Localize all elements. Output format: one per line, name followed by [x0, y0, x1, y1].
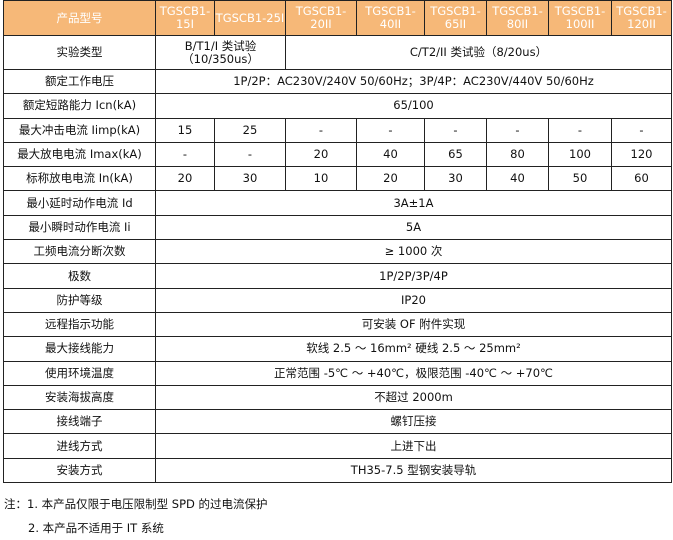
cell: -: [356, 117, 425, 143]
cell: 20: [356, 166, 425, 192]
cell: IP20: [155, 287, 672, 313]
model-header: TGSCB1-20II: [285, 0, 357, 36]
row-label: 额定短路能力 Icn(kA): [3, 93, 156, 119]
cell: -: [611, 117, 672, 143]
row-label: 最小延时动作电流 Id: [3, 190, 156, 216]
table-row: 最大接线能力 软线 2.5 ～ 16mm² 硬线 2.5 ～ 25mm²: [3, 336, 672, 362]
cell: 30: [424, 166, 487, 192]
row-label: 最小瞬时动作电流 Ii: [3, 214, 156, 241]
row-label: 使用环境温度: [3, 360, 156, 386]
cell: 软线 2.5 ～ 16mm² 硬线 2.5 ～ 25mm²: [155, 336, 672, 362]
model-header: TGSCB1-65II: [424, 0, 487, 36]
cell: 40: [486, 166, 549, 192]
table-row: 额定短路能力 Icn(kA) 65/100: [3, 93, 672, 119]
table-row: 额定工作电压 1P/2P：AC230V/240V 50/60Hz；3P/4P：A…: [3, 68, 672, 95]
cell: 30: [214, 166, 286, 192]
table-row: 安装方式 TH35-7.5 型钢安装导轨: [3, 457, 672, 484]
table-row: 远程指示功能 可安装 OF 附件实现: [3, 311, 672, 338]
cell: 65: [424, 141, 487, 168]
model-header: TGSCB1-15I: [155, 0, 215, 36]
cell: 1P/2P：AC230V/240V 50/60Hz；3P/4P：AC230V/4…: [155, 68, 672, 95]
notes: 注：1. 本产品仅限于电压限制型 SPD 的过电流保护 2. 本产品不适用于 I…: [4, 492, 268, 540]
row-label: 最大接线能力: [3, 336, 156, 362]
cell: 10: [285, 166, 357, 192]
row-label: 安装海拔高度: [3, 384, 156, 411]
cell: 正常范围 -5℃ ～ +40℃，极限范围 -40℃ ～ +70℃: [155, 360, 672, 386]
cell: -: [486, 117, 549, 143]
row-label: 工频电流分断次数: [3, 239, 156, 265]
row-label: 额定工作电压: [3, 68, 156, 95]
table-row: 接线端子 螺钉压接: [3, 409, 672, 435]
cell: 40: [356, 141, 425, 168]
row-label: 防护等级: [3, 287, 156, 313]
note: 注：1. 本产品仅限于电压限制型 SPD 的过电流保护: [4, 497, 268, 511]
cell: 上进下出: [155, 433, 672, 459]
row-label: 接线端子: [3, 409, 156, 435]
cell: 20: [155, 166, 215, 192]
row-label: 实验类型: [3, 35, 156, 70]
cell: 80: [486, 141, 549, 168]
row-label: 安装方式: [3, 457, 156, 484]
spec-table: 产品型号 TGSCB1-15I TGSCB1-25I TGSCB1-20II T…: [3, 0, 672, 484]
row-label: 最大放电电流 Imax(kA): [3, 141, 156, 168]
cell: 25: [214, 117, 286, 143]
table-row: 实验类型 B/T1/I 类试验（10/350us） C/T2/II 类试验（8/…: [3, 35, 672, 70]
row-label: 标称放电电流 In(kA): [3, 166, 156, 192]
table-row: 进线方式 上进下出: [3, 433, 672, 459]
cell: -: [285, 117, 357, 143]
cell: -: [214, 141, 286, 168]
row-label: 远程指示功能: [3, 311, 156, 338]
table-row: 防护等级 IP20: [3, 287, 672, 313]
header-label: 产品型号: [3, 0, 156, 36]
cell: 50: [548, 166, 612, 192]
cell: 65/100: [155, 93, 672, 119]
cell: 15: [155, 117, 215, 143]
table-row: 最大放电电流 Imax(kA) - -20 40 65 80 100 120: [3, 141, 672, 168]
header-row: 产品型号 TGSCB1-15I TGSCB1-25I TGSCB1-20II T…: [3, 0, 672, 36]
table-row: 极数 1P/2P/3P/4P: [3, 263, 672, 289]
row-label: 最大冲击电流 Iimp(kA): [3, 117, 156, 143]
cell: -: [155, 141, 215, 168]
cell: 100: [548, 141, 612, 168]
cell: 120: [611, 141, 672, 168]
cell: 20: [285, 141, 357, 168]
cell: B/T1/I 类试验（10/350us）: [155, 35, 286, 70]
table-row: 最大冲击电流 Iimp(kA) 15 25- - - - - -: [3, 117, 672, 143]
table-row: 安装海拔高度 不超过 2000m: [3, 384, 672, 411]
cell: 60: [611, 166, 672, 192]
row-label: 极数: [3, 263, 156, 289]
table-row: 标称放电电流 In(kA) 20 30 10 20 30 40 50 60: [3, 166, 672, 192]
model-header: TGSCB1-100II: [548, 0, 612, 36]
table-row: 工频电流分断次数 ≥ 1000 次: [3, 239, 672, 265]
model-header: TGSCB1-80II: [486, 0, 549, 36]
cell: 可安装 OF 附件实现: [155, 311, 672, 338]
cell: 螺钉压接: [155, 409, 672, 435]
table-row: 最小延时动作电流 Id 3A±1A: [3, 190, 672, 216]
cell: TH35-7.5 型钢安装导轨: [155, 457, 672, 484]
cell: 3A±1A: [155, 190, 672, 216]
model-header: TGSCB1-25I: [214, 0, 286, 36]
table-row: 使用环境温度 正常范围 -5℃ ～ +40℃，极限范围 -40℃ ～ +70℃: [3, 360, 672, 386]
cell: 5A: [155, 214, 672, 241]
cell: 1P/2P/3P/4P: [155, 263, 672, 289]
model-header: TGSCB1-40II: [356, 0, 425, 36]
cell: -: [424, 117, 487, 143]
table-row: 最小瞬时动作电流 Ii 5A: [3, 214, 672, 241]
cell: 不超过 2000m: [155, 384, 672, 411]
cell: -: [548, 117, 612, 143]
note: 2. 本产品不适用于 IT 系统: [28, 521, 164, 535]
row-label: 进线方式: [3, 433, 156, 459]
cell: C/T2/II 类试验（8/20us）: [285, 35, 672, 70]
cell: ≥ 1000 次: [155, 239, 672, 265]
model-header: TGSCB1-120II: [611, 0, 672, 36]
